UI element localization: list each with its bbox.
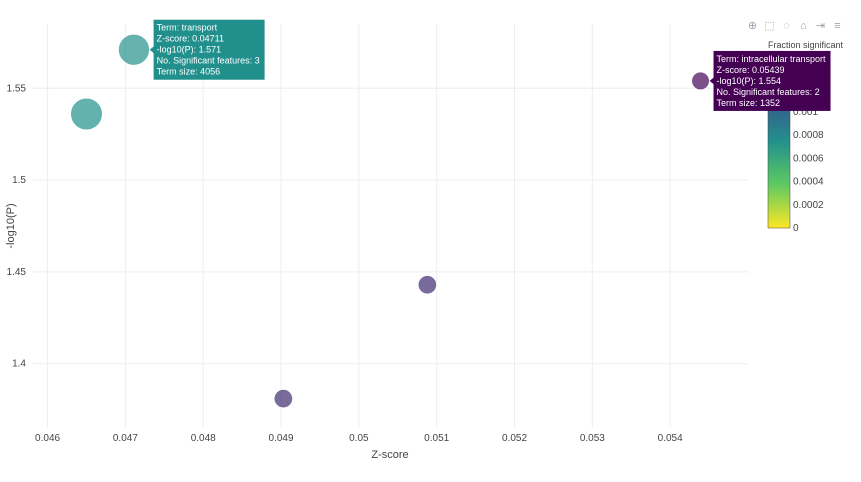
x-tick-label: 0.054 bbox=[658, 433, 683, 444]
y-tick-label: 1.5 bbox=[12, 175, 26, 186]
data-point[interactable] bbox=[117, 33, 151, 66]
x-axis-title: Z-score bbox=[371, 449, 408, 461]
data-point[interactable] bbox=[273, 388, 294, 409]
y-axis-ticks: 1.4 1.45 1.5 1.55 bbox=[7, 83, 27, 369]
x-tick-label: 0.049 bbox=[269, 433, 294, 444]
colorbar-tick-label: 0.0004 bbox=[793, 177, 824, 188]
hover-label-line: Term: intracellular transport bbox=[717, 54, 827, 64]
data-point[interactable] bbox=[69, 97, 103, 131]
y-tick-label: 1.45 bbox=[7, 267, 27, 278]
hover-label-line: No. Significant features: 2 bbox=[717, 87, 820, 97]
colorbar-tick-label: 0.0008 bbox=[793, 130, 824, 141]
x-tick-label: 0.046 bbox=[35, 433, 60, 444]
y-tick-label: 1.4 bbox=[12, 359, 26, 370]
hover-label-line: -log10(P): 1.554 bbox=[717, 76, 782, 86]
box-select-icon[interactable]: ⬚ bbox=[764, 20, 775, 32]
hover-label-line: No. Significant features: 3 bbox=[157, 56, 260, 66]
hover-label-line: Term size: 1352 bbox=[717, 98, 781, 108]
home-icon[interactable]: ⌂ bbox=[800, 20, 807, 32]
hover-label-box bbox=[713, 50, 831, 111]
colorbar-title: Fraction significant bbox=[768, 40, 844, 50]
data-points bbox=[69, 33, 711, 409]
hover-label-line: Term: transport bbox=[157, 23, 218, 33]
grid bbox=[32, 24, 748, 428]
colorbar-tick-label: 0.0006 bbox=[793, 153, 824, 164]
x-tick-label: 0.053 bbox=[580, 433, 605, 444]
hover-label-box bbox=[153, 19, 265, 80]
hover-label-line: Z-score: 0.05439 bbox=[717, 65, 785, 75]
modebar: ⊕ ⬚ ◌ ⌂ ⇥ ≡ bbox=[746, 20, 844, 33]
hover-label-line: -log10(P): 1.571 bbox=[157, 45, 222, 55]
x-tick-label: 0.05 bbox=[349, 433, 369, 444]
zoom-icon[interactable]: ⊕ bbox=[747, 20, 758, 32]
y-tick-label: 1.55 bbox=[7, 83, 27, 94]
lasso-icon[interactable]: ◌ bbox=[783, 20, 790, 32]
spike-icon[interactable]: ⇥ bbox=[815, 20, 826, 32]
hover-label-pointer bbox=[709, 76, 715, 85]
x-tick-label: 0.051 bbox=[424, 433, 449, 444]
hover-toggle-icon[interactable]: ≡ bbox=[834, 20, 841, 32]
data-point[interactable] bbox=[417, 274, 438, 295]
colorbar-tick-label: 0 bbox=[793, 223, 799, 234]
x-tick-label: 0.047 bbox=[113, 433, 138, 444]
x-axis-ticks: 0.046 0.047 0.048 0.049 0.05 0.051 0.052 0.053 0… bbox=[35, 433, 683, 444]
hover-label-pointer bbox=[149, 45, 155, 54]
y-axis-title: -log10(P) bbox=[5, 203, 17, 248]
x-tick-label: 0.052 bbox=[502, 433, 527, 444]
colorbar-tick-label: 0.0002 bbox=[793, 200, 824, 211]
hover-label-line: Z-score: 0.04711 bbox=[157, 34, 224, 44]
hover-label-line: Term size: 4056 bbox=[157, 67, 221, 77]
colorbar-tick-label: 0.001 bbox=[793, 107, 818, 118]
x-tick-label: 0.048 bbox=[191, 433, 216, 444]
data-point[interactable] bbox=[691, 71, 711, 91]
